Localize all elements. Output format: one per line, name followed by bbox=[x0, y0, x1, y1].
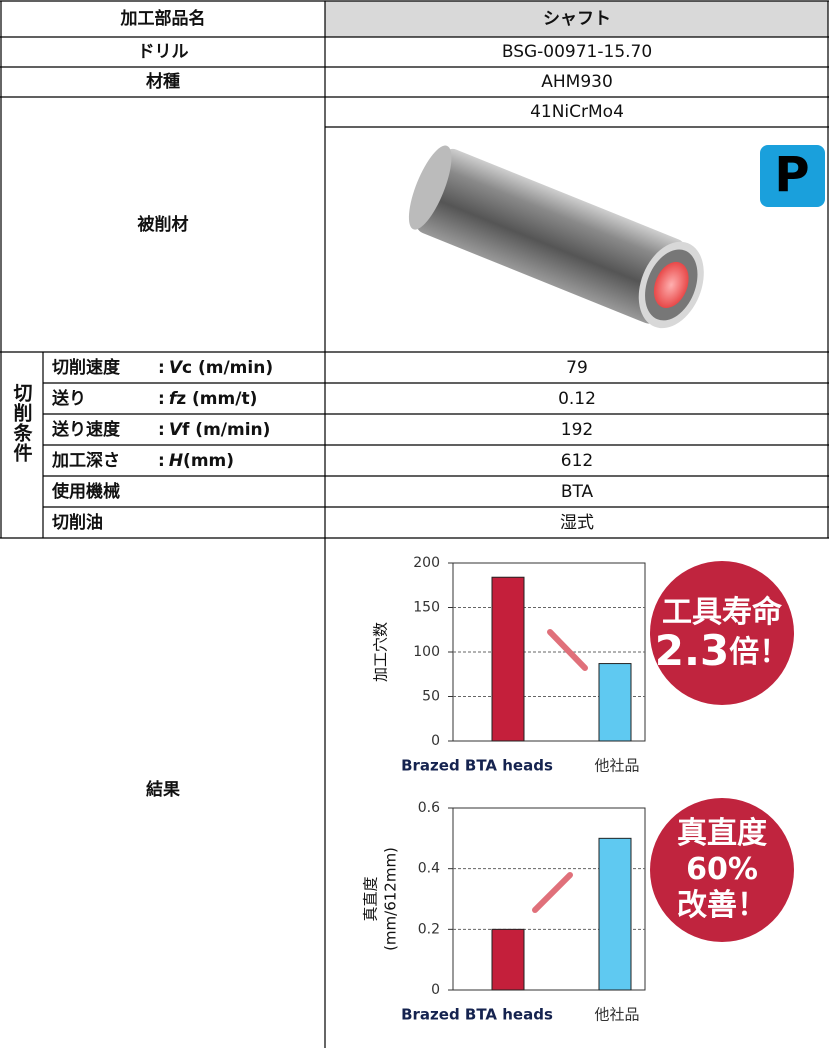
condition-label: 切削油 bbox=[52, 512, 103, 533]
bar bbox=[491, 576, 525, 742]
drill-value: BSG-00971-15.70 bbox=[502, 42, 652, 62]
badge bbox=[650, 798, 794, 942]
plot-frame bbox=[452, 807, 646, 991]
condition-name: 切削速度 bbox=[52, 357, 121, 378]
badge-text: 工具寿命 bbox=[662, 595, 783, 630]
condition-label: 使用機械 bbox=[51, 481, 120, 502]
bar bbox=[598, 663, 632, 742]
condition-name: 使用機械 bbox=[51, 481, 120, 502]
x-tick-label: 他社品 bbox=[594, 757, 639, 775]
condition-name: 加工深さ bbox=[51, 450, 120, 471]
badge-text: 改善！ bbox=[677, 888, 767, 923]
condition-name: 送り速度 bbox=[52, 419, 121, 440]
badge-line: 改善！ bbox=[677, 888, 767, 923]
badge-line: 真直度 bbox=[677, 816, 767, 851]
condition-value: 湿式 bbox=[560, 513, 594, 533]
condition-var: V bbox=[169, 420, 184, 440]
y-axis-label: 加工穴数 bbox=[372, 622, 390, 682]
condition-value: 612 bbox=[561, 451, 593, 471]
condition-var: H bbox=[169, 451, 183, 471]
condition-name: 切削油 bbox=[52, 512, 103, 533]
conditions-label: 切削条件 bbox=[11, 383, 33, 463]
workpiece-value: 41NiCrMo4 bbox=[530, 102, 624, 122]
y-tick-label: 0 bbox=[431, 982, 440, 998]
badge-line: 2.3倍！ bbox=[655, 626, 789, 675]
badge-line: 工具寿命 bbox=[662, 595, 783, 630]
y-tick-label: 50 bbox=[422, 689, 440, 705]
header-cell bbox=[325, 1, 828, 37]
drill-label: ドリル bbox=[138, 42, 189, 62]
condition-label: 送り速度: Vf (m/min) bbox=[52, 419, 270, 440]
condition-value: 79 bbox=[566, 358, 588, 378]
badge-line: 60% bbox=[686, 852, 758, 887]
condition-name: 送り bbox=[52, 388, 86, 409]
condition-label: 加工深さ: H(mm) bbox=[51, 450, 234, 471]
condition-label: 切削速度: Vc (m/min) bbox=[52, 357, 273, 378]
workpiece-image bbox=[408, 145, 704, 329]
condition-sep: : bbox=[158, 420, 165, 440]
workpiece-label: 被削材 bbox=[138, 214, 189, 235]
header-value: シャフト bbox=[543, 9, 611, 29]
y-tick-label: 0.6 bbox=[418, 800, 440, 816]
y-tick-label: 200 bbox=[413, 555, 440, 571]
grade-label: 材種 bbox=[146, 71, 180, 92]
badge-text: 倍！ bbox=[729, 635, 789, 670]
condition-sep: : bbox=[158, 451, 165, 471]
condition-var: f bbox=[169, 389, 179, 409]
y-tick-label: 100 bbox=[413, 644, 440, 660]
y-tick-label: 0 bbox=[431, 733, 440, 749]
trend-arrow bbox=[532, 872, 573, 913]
x-tick-label: 他社品 bbox=[594, 1006, 639, 1024]
badge-letter: P bbox=[774, 147, 809, 203]
condition-value: 192 bbox=[561, 420, 593, 440]
condition-var: V bbox=[169, 358, 184, 378]
x-tick-label: Brazed BTA heads bbox=[401, 1006, 553, 1024]
badge-text: 60% bbox=[686, 852, 758, 887]
material-badge bbox=[760, 145, 825, 207]
condition-unit: (mm) bbox=[183, 451, 234, 471]
badge bbox=[650, 561, 794, 705]
grade-value: AHM930 bbox=[541, 72, 613, 92]
y-axis-label: 真直度 bbox=[362, 876, 380, 921]
condition-label: 送り: fz (mm/t) bbox=[52, 388, 257, 409]
badge-text: 真直度 bbox=[677, 816, 767, 851]
condition-value: 0.12 bbox=[558, 389, 596, 409]
header-label: 加工部品名 bbox=[120, 8, 206, 29]
badge-text: 2.3 bbox=[655, 626, 729, 675]
y-tick-label: 0.4 bbox=[418, 861, 440, 877]
y-tick-label: 0.2 bbox=[418, 921, 440, 937]
condition-sep: : bbox=[158, 389, 165, 409]
condition-value: BTA bbox=[561, 482, 594, 502]
y-tick-label: 150 bbox=[413, 600, 440, 616]
x-tick-label: Brazed BTA heads bbox=[401, 757, 553, 775]
condition-unit: z (mm/t) bbox=[176, 389, 257, 409]
condition-unit: f (m/min) bbox=[182, 420, 270, 440]
condition-sep: : bbox=[158, 358, 165, 378]
trend-arrow bbox=[547, 629, 588, 671]
bar bbox=[491, 928, 525, 991]
bar bbox=[598, 837, 632, 991]
results-label: 結果 bbox=[146, 779, 180, 800]
condition-unit: c (m/min) bbox=[182, 358, 273, 378]
y-axis-label: (mm/612mm) bbox=[382, 847, 400, 951]
